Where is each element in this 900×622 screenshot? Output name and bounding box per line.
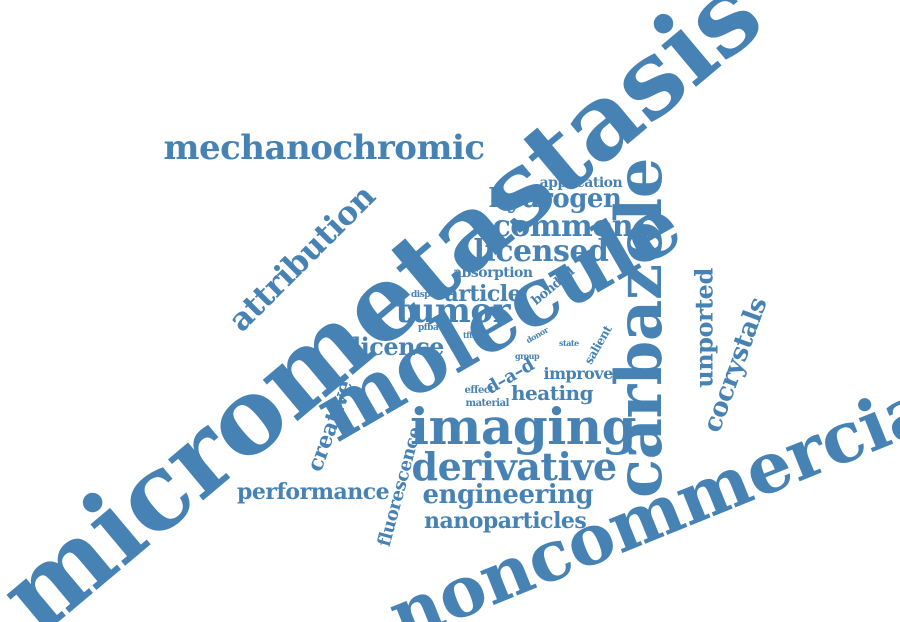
word-effect: effect xyxy=(464,385,495,396)
word-improve: improve xyxy=(543,364,614,383)
word-performance: performance xyxy=(237,479,390,505)
word-heating: heating xyxy=(511,381,594,405)
word-engineering: engineering xyxy=(422,480,594,510)
word-display: display xyxy=(411,289,444,300)
word-absorption: absorption xyxy=(453,265,533,281)
word-licensed: licensed xyxy=(473,234,609,269)
word-state: state xyxy=(559,338,579,348)
word-tfta: tfta xyxy=(463,330,478,340)
word-article: article xyxy=(444,281,522,307)
word-licence: licence xyxy=(352,332,444,361)
word-imaging: imaging xyxy=(410,397,637,456)
word-derivative: derivative xyxy=(411,444,618,489)
word-common: common xyxy=(492,209,634,244)
word-application: application xyxy=(539,175,623,191)
word-pfba: pfba xyxy=(418,322,439,333)
word-group: group xyxy=(515,351,540,361)
word-tumor: tumor xyxy=(395,291,511,331)
word-hydrogen: hydrogen xyxy=(488,184,622,214)
word-nanoparticles: nanoparticles xyxy=(424,508,587,534)
word-unported: unported xyxy=(689,268,719,388)
word-material: material xyxy=(465,398,510,409)
word-mechanochromic: mechanochromic xyxy=(163,128,486,168)
